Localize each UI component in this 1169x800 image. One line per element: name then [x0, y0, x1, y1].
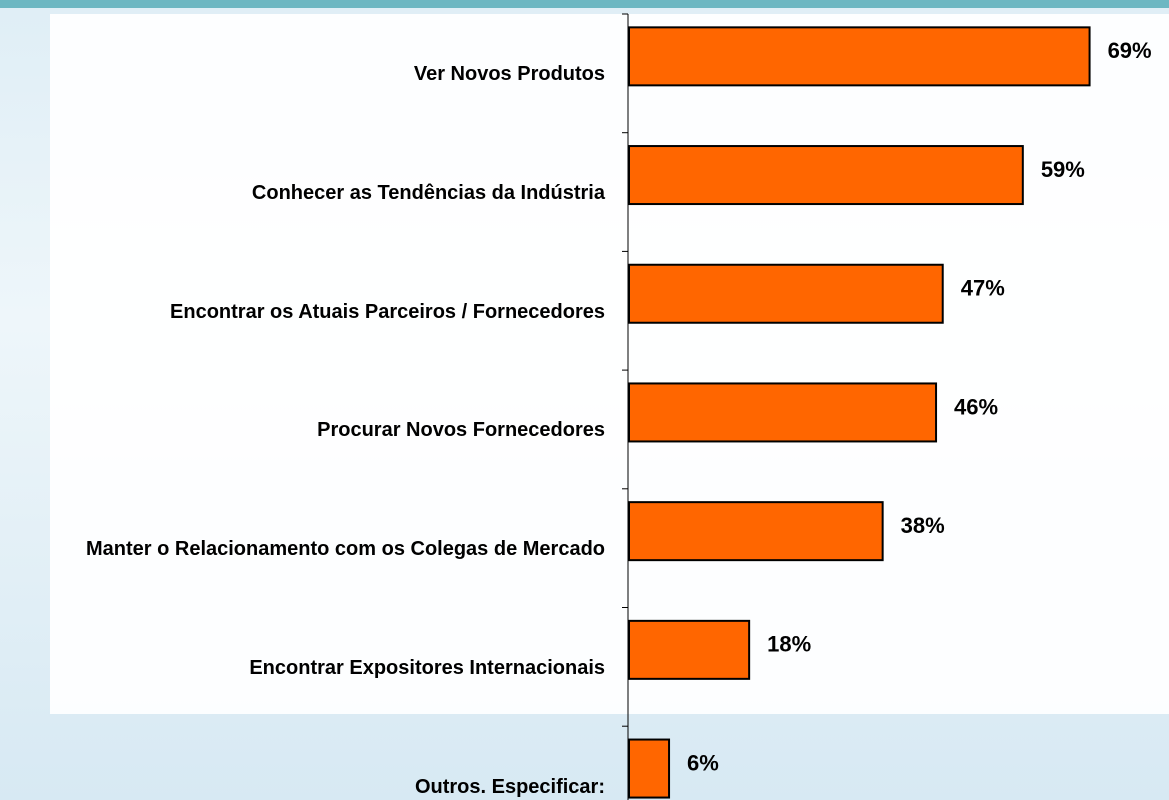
bar — [628, 263, 944, 324]
top-strip — [0, 0, 1169, 8]
value-label: 69% — [1108, 38, 1152, 63]
category-label: Encontrar os Atuais Parceiros / Forneced… — [170, 300, 605, 323]
panel — [50, 14, 1169, 714]
bar — [628, 382, 938, 443]
category-label: Conhecer as Tendências da Indústria — [251, 182, 605, 205]
value-label: 59% — [1041, 157, 1085, 182]
bar — [628, 619, 751, 680]
category-label: Ver Novos Produtos — [413, 63, 605, 86]
value-label: 47% — [961, 276, 1005, 301]
value-label: 46% — [954, 394, 998, 419]
bar — [628, 738, 671, 799]
value-label: 18% — [767, 632, 811, 657]
bar — [628, 501, 884, 562]
value-label: 6% — [687, 750, 719, 775]
category-label: Outros. Especificar: — [414, 775, 605, 798]
bar — [628, 145, 1024, 206]
category-label: Manter o Relacionamento com os Colegas d… — [85, 538, 605, 561]
category-label: Encontrar Expositores Internacionais — [249, 656, 605, 679]
bar — [628, 26, 1091, 87]
value-label: 38% — [901, 513, 945, 538]
category-label: Procurar Novos Fornecedores — [317, 419, 605, 442]
